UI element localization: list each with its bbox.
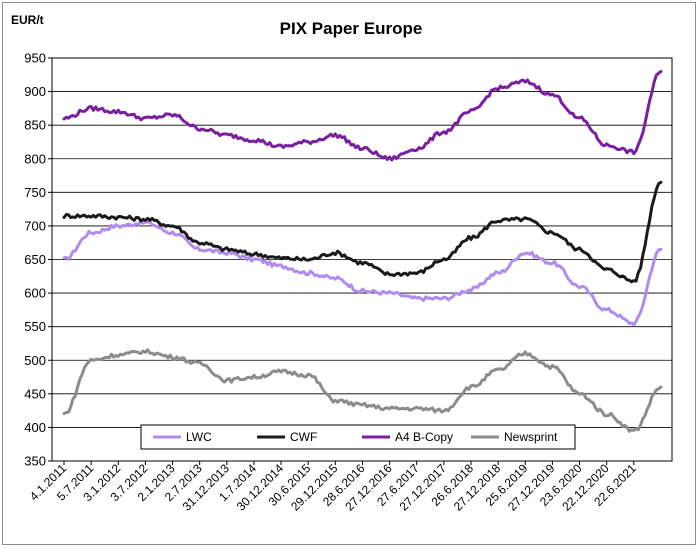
y-tick-label-600: 600 <box>24 286 46 301</box>
series-line-lwc <box>62 219 663 327</box>
series-line-newsprint <box>62 348 663 433</box>
y-tick-label-700: 700 <box>24 218 46 233</box>
y-tick-label-500: 500 <box>24 353 46 368</box>
legend-label-cwf: CWF <box>290 430 317 444</box>
legend-box <box>140 424 576 450</box>
y-tick-label-900: 900 <box>24 84 46 99</box>
y-tick-label-800: 800 <box>24 151 46 166</box>
y-tick-label-450: 450 <box>24 386 46 401</box>
y-tick-label-550: 550 <box>24 319 46 334</box>
legend-label-lwc: LWC <box>186 430 212 444</box>
y-tick-label-750: 750 <box>24 185 46 200</box>
y-tick-label-400: 400 <box>24 420 46 435</box>
y-tick-label-850: 850 <box>24 118 46 133</box>
legend-label-a4-b-copy: A4 B-Copy <box>395 430 453 444</box>
y-axis: 350 400 450 500 550 600 650 700 750 800 850 900 950 <box>24 51 52 469</box>
chart-title: PIX Paper Europe <box>280 19 423 38</box>
legend-label-newsprint: Newsprint <box>504 430 558 444</box>
y-tick-label-950: 950 <box>24 51 46 66</box>
y-tick-label-350: 350 <box>24 454 46 469</box>
y-axis-unit-label: EUR/t <box>11 13 44 27</box>
x-axis: 4.1.20115.7.20113.1.20123.7.20122.1.2013… <box>27 461 639 514</box>
series-line-a4-b-copy <box>62 69 663 162</box>
legend: LWC CWF A4 B-Copy Newsprint <box>140 424 576 450</box>
series-lines <box>62 69 663 433</box>
y-tick-label-650: 650 <box>24 252 46 267</box>
series-line-cwf <box>62 180 663 284</box>
